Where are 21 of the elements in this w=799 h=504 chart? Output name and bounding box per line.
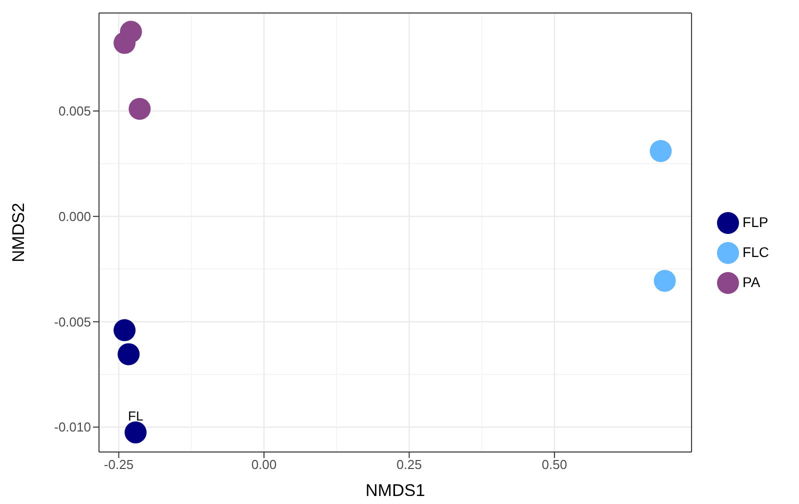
x-tick-label: 0.00: [251, 457, 277, 472]
y-axis-title: NMDS2: [9, 202, 28, 262]
y-tick-label: 0.000: [58, 208, 91, 224]
legend-label: PA: [742, 274, 760, 290]
x-tick-label: -0.25: [104, 457, 134, 472]
y-tick-label: 0.005: [58, 104, 91, 119]
annotation: FL: [128, 408, 144, 424]
point: [114, 32, 136, 54]
x-tick-label: 0.50: [542, 457, 568, 472]
point: [114, 319, 136, 342]
point: [118, 343, 140, 366]
y-tick-label: -0.005: [54, 314, 91, 330]
x-tick-label: 0.25: [396, 457, 422, 472]
point: [124, 421, 147, 444]
legend-label: FLC: [742, 244, 769, 260]
x-axis-title: NMDS1: [366, 481, 426, 500]
legend-label: FLP: [742, 214, 768, 230]
point: [128, 98, 151, 120]
point: [654, 270, 676, 292]
point: [650, 140, 672, 162]
y-tick-label: -0.010: [54, 420, 91, 435]
